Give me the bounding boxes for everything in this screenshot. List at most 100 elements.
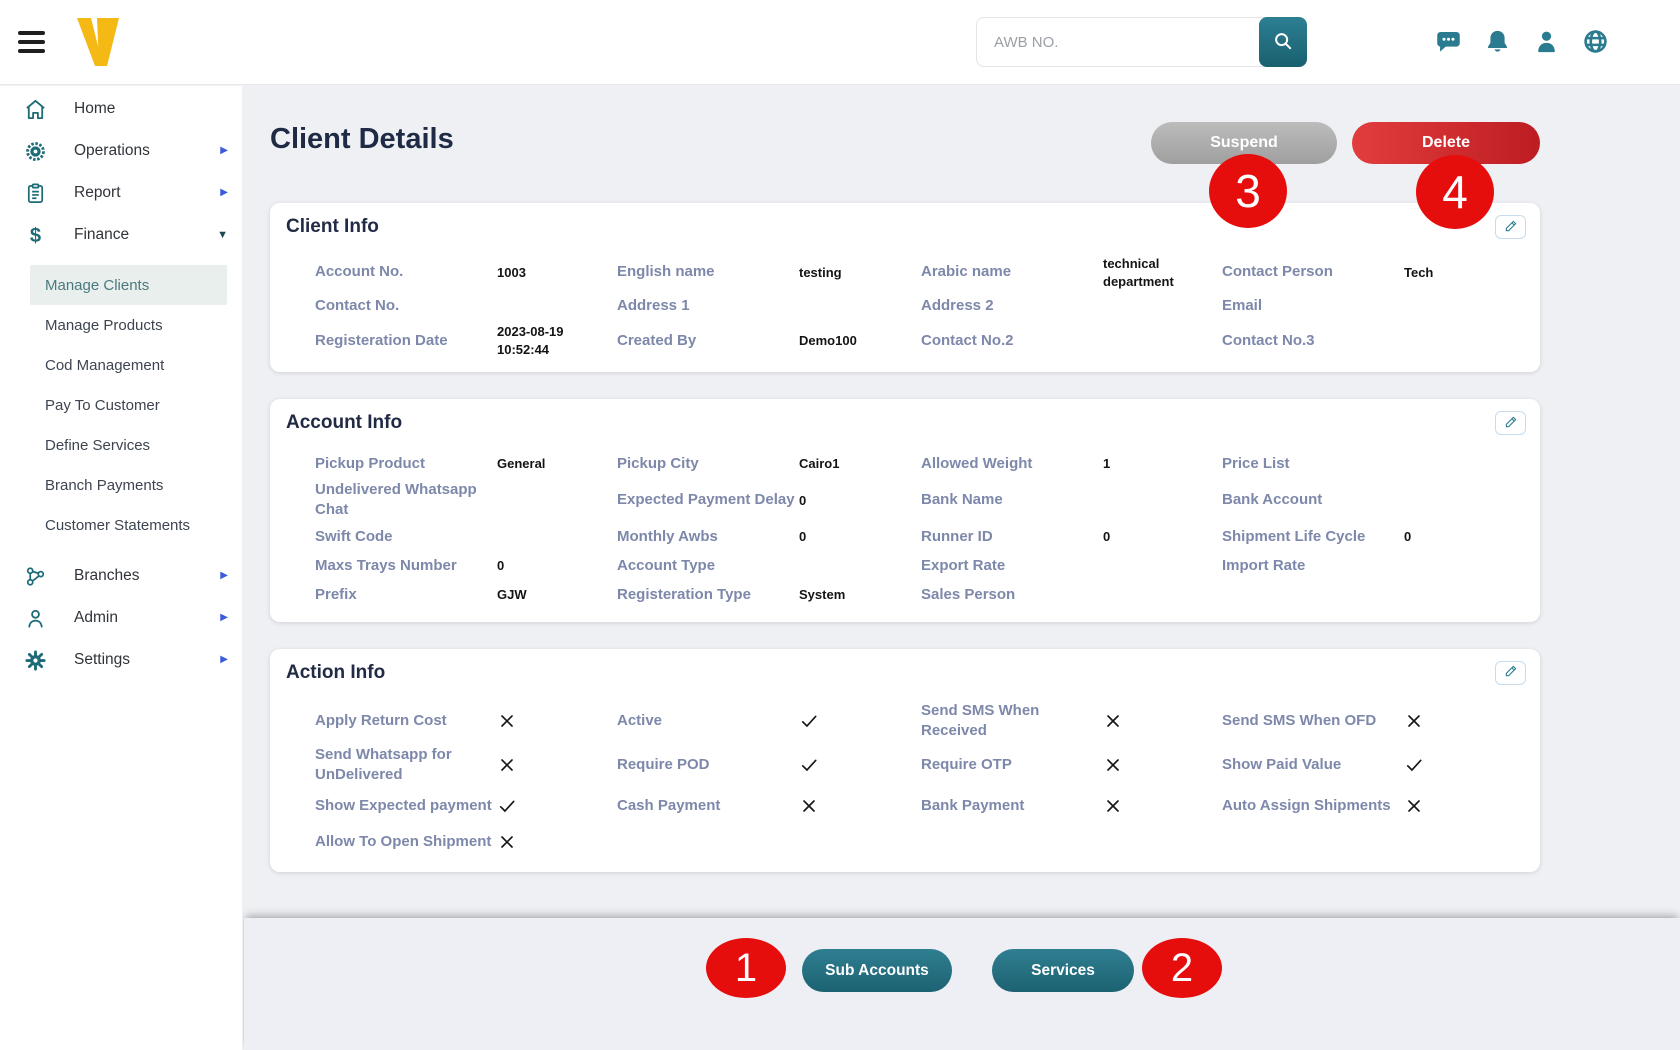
footer-bar: 1 Sub Accounts Services 2: [244, 918, 1680, 1050]
action-field-active: Active: [617, 699, 921, 744]
sidebar-item-home[interactable]: Home: [0, 88, 242, 130]
sidebar-item-cod-management[interactable]: Cod Management: [30, 345, 227, 385]
cross-icon: [1404, 796, 1514, 816]
field-label: Auto Assign Shipments: [1222, 796, 1391, 814]
edit-client-info-button[interactable]: [1495, 215, 1526, 239]
field-value: 0: [799, 529, 807, 545]
field-label: Allowed Weight: [921, 454, 1033, 472]
field-label: Send SMS When Received: [921, 701, 1040, 739]
search-button[interactable]: [1259, 17, 1307, 67]
field-address-1: Address 1: [617, 292, 921, 321]
cross-icon: [1404, 711, 1514, 731]
field-expected-payment-delay: Expected Payment Delay 0: [617, 478, 921, 523]
field-label: Contact No.3: [1222, 331, 1315, 349]
field-value: 0: [1404, 529, 1412, 545]
field-label: Registeration Date: [315, 331, 448, 349]
globe-icon: [1582, 28, 1609, 58]
cross-icon: [1103, 796, 1212, 816]
field-value: General: [497, 455, 546, 471]
field-value: 0: [1103, 529, 1111, 545]
info-row: Prefix GJW Registeration Type System Sales P…: [315, 581, 1524, 610]
field-label: Require OTP: [921, 756, 1012, 774]
field-bank-account: Bank Account: [1222, 478, 1524, 523]
sidebar-sub-label: Manage Products: [45, 316, 163, 334]
field-label: Import Rate: [1222, 557, 1306, 575]
field-label: Swift Code: [315, 528, 393, 546]
sidebar-item-define-services[interactable]: Define Services: [30, 425, 227, 465]
action-row: Apply Return Cost Active Send SMS When Rec…: [315, 699, 1524, 744]
field-label: Address 2: [921, 297, 994, 315]
search-input[interactable]: [976, 17, 1265, 67]
sidebar-item-finance[interactable]: $ Finance ▼: [0, 214, 242, 256]
branches-icon: [24, 565, 47, 588]
field-registeration-date: Registeration Date 2023-08-19 10:52:44: [315, 321, 617, 360]
sidebar-item-manage-products[interactable]: Manage Products: [30, 305, 227, 345]
field-english-name: English name testing: [617, 253, 921, 292]
field-label: Send SMS When OFD: [1222, 711, 1377, 729]
chevron-right-icon: ▶: [220, 187, 228, 198]
sidebar-item-admin[interactable]: Admin ▶: [0, 597, 242, 639]
field-prefix: Prefix GJW: [315, 581, 617, 610]
info-row: Contact No. Address 1 Address 2 Email: [315, 292, 1524, 321]
chevron-right-icon: ▶: [220, 654, 228, 665]
field-value: technical department: [1103, 256, 1174, 289]
info-row: Maxs Trays Number 0 Account Type Export Rat…: [315, 552, 1524, 581]
field-value: 2023-08-19 10:52:44: [497, 324, 564, 357]
step-badge-1: 1: [706, 938, 786, 998]
field-allowed-weight: Allowed Weight 1: [921, 449, 1222, 478]
sidebar-item-label: Admin: [74, 609, 118, 626]
sidebar-item-settings[interactable]: Settings ▶: [0, 639, 242, 681]
sidebar-sub-label: Cod Management: [45, 356, 165, 374]
action-field-apply-return-cost: Apply Return Cost: [315, 699, 617, 744]
sidebar-item-customer-statements[interactable]: Customer Statements: [30, 505, 227, 545]
hamburger-menu-icon[interactable]: [18, 31, 45, 53]
sidebar-item-branches[interactable]: Branches ▶: [0, 555, 242, 597]
sidebar-item-branch-payments[interactable]: Branch Payments: [30, 465, 227, 505]
sidebar-item-label: Branches: [74, 567, 140, 584]
field-label: Export Rate: [921, 557, 1006, 575]
sidebar-item-manage-clients[interactable]: Manage Clients: [30, 265, 227, 305]
chevron-right-icon: ▶: [220, 570, 228, 581]
pencil-icon: [1504, 219, 1518, 236]
sidebar-item-operations[interactable]: Operations ▶: [0, 130, 242, 172]
check-icon: [799, 711, 911, 731]
sub-accounts-button[interactable]: Sub Accounts: [802, 949, 952, 992]
topbar-bell-button[interactable]: [1482, 28, 1512, 58]
topbar-chat-button[interactable]: [1433, 28, 1463, 58]
step-badge-4: 4: [1416, 155, 1494, 229]
chevron-down-icon: ▼: [217, 228, 228, 241]
services-button[interactable]: Services: [992, 949, 1134, 992]
card-title: Action Info: [286, 661, 386, 683]
field-contact-no-3: Contact No.3: [1222, 321, 1524, 360]
client-info-card: Client Info Account No. 1003 English name t…: [270, 203, 1540, 373]
info-row: Registeration Date 2023-08-19 10:52:44 Cre…: [315, 321, 1524, 360]
user-icon: [1533, 28, 1560, 58]
field-email: Email: [1222, 292, 1524, 321]
field-price-list: Price List: [1222, 449, 1524, 478]
field-export-rate: Export Rate: [921, 552, 1222, 581]
topbar-user-button[interactable]: [1531, 28, 1561, 58]
step-badge-3: 3: [1209, 154, 1287, 228]
topbar-icons: [1433, 0, 1610, 85]
field-label: Bank Payment: [921, 796, 1025, 814]
field-label: Arabic name: [921, 263, 1012, 281]
field-label: Bank Account: [1222, 491, 1323, 509]
field-address-2: Address 2: [921, 292, 1222, 321]
check-icon: [497, 796, 607, 816]
field-pickup-city: Pickup City Cairo1: [617, 449, 921, 478]
field-label: Account Type: [617, 557, 716, 575]
sidebar-item-pay-to-customer[interactable]: Pay To Customer: [30, 385, 227, 425]
edit-account-info-button[interactable]: [1495, 411, 1526, 436]
field-label: Shipment Life Cycle: [1222, 528, 1366, 546]
field-value: 0: [497, 558, 505, 574]
edit-action-info-button[interactable]: [1495, 660, 1526, 685]
field-label: Contact Person: [1222, 263, 1333, 281]
sidebar-item-report[interactable]: Report ▶: [0, 172, 242, 214]
field-label: Show Paid Value: [1222, 756, 1342, 774]
topbar-globe-button[interactable]: [1580, 28, 1610, 58]
action-info-grid: Apply Return Cost Active Send SMS When Rec…: [286, 699, 1524, 860]
field-undelivered-whatsapp-chat: Undelivered Whatsapp Chat: [315, 478, 617, 523]
awb-search: [976, 17, 1307, 67]
field-label: Email: [1222, 297, 1263, 315]
action-field-send-whatsapp-for-undelivered: Send Whatsapp for UnDelivered: [315, 743, 617, 788]
